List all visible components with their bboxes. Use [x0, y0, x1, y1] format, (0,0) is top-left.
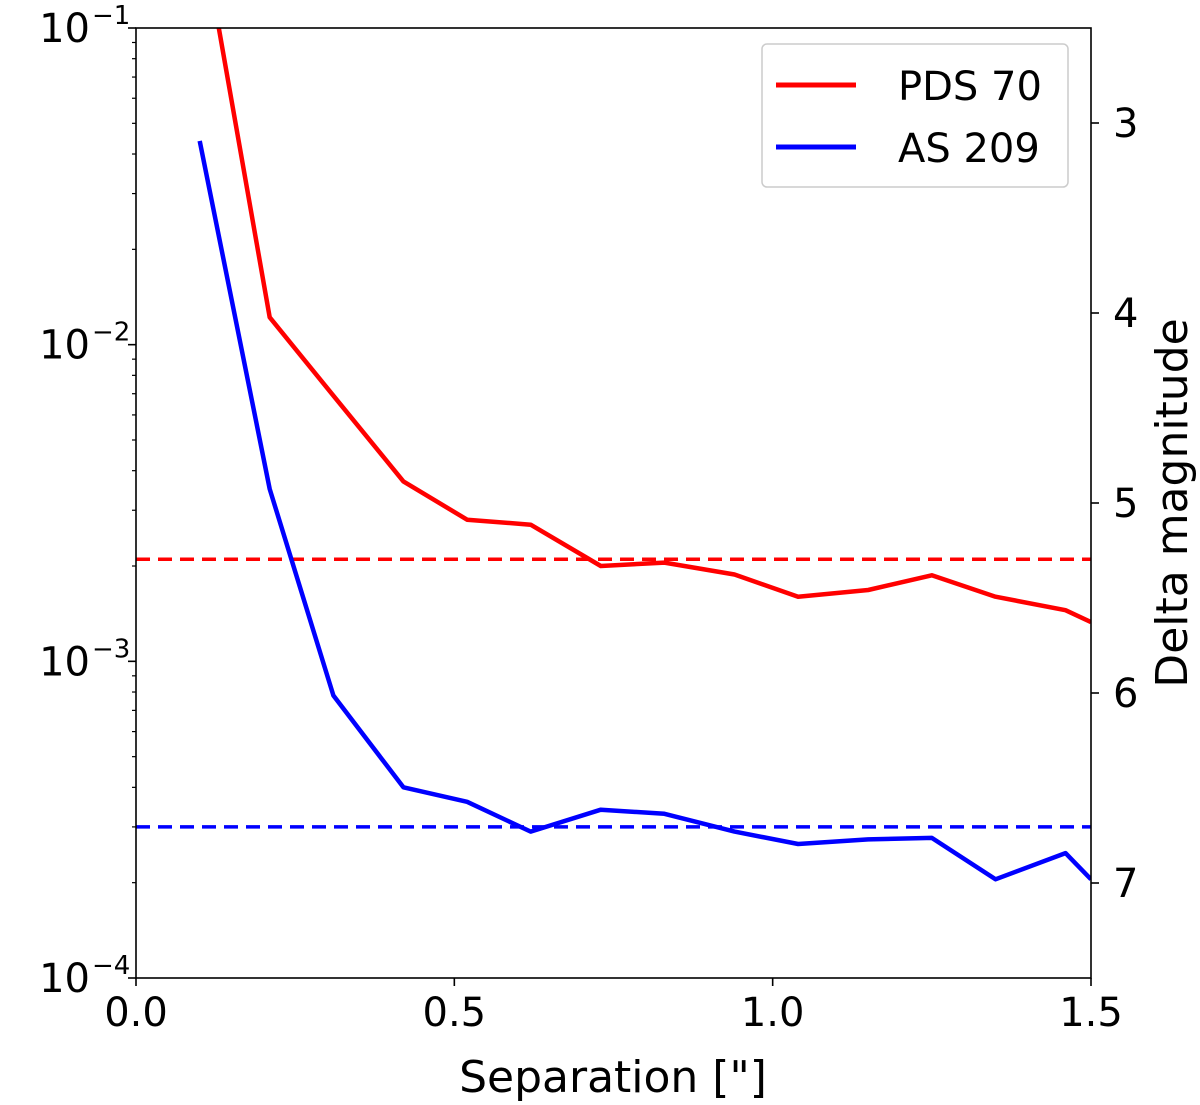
y-right-tick-label: 4: [1113, 291, 1138, 337]
y-tick-exponent: −1: [92, 1, 130, 31]
series-line-as209: [197, 140, 1091, 882]
y-tick-label: 10: [39, 639, 90, 685]
x-axis-label: Separation ["]: [459, 1052, 767, 1103]
y-tick-exponent: −3: [92, 634, 130, 664]
x-tick-label: 1.5: [1059, 990, 1123, 1036]
x-tick-label: 0.5: [423, 990, 487, 1036]
y-tick-label: 10: [39, 956, 90, 1002]
legend-box: [761, 43, 1069, 188]
y-right-axis-label: Delta magnitude: [1147, 318, 1198, 687]
series-line-pds70: [216, 28, 1091, 625]
y-tick-label: 10: [39, 323, 90, 369]
legend-label-as209: AS 209: [898, 126, 1040, 172]
y-right-tick-label: 6: [1113, 671, 1138, 717]
y-tick-label: 10: [39, 6, 90, 52]
x-tick-label: 0.0: [104, 990, 168, 1036]
y-right-tick-label: 7: [1113, 861, 1138, 907]
legend-label-pds70: PDS 70: [898, 64, 1042, 110]
y-tick-exponent: −4: [92, 951, 130, 981]
y-right-tick-label: 3: [1113, 101, 1138, 147]
x-tick-label: 1.0: [741, 990, 805, 1036]
legend: PDS 70 AS 209: [761, 43, 1069, 188]
y-right-tick-label: 5: [1113, 481, 1138, 527]
y-tick-exponent: −2: [92, 318, 130, 348]
